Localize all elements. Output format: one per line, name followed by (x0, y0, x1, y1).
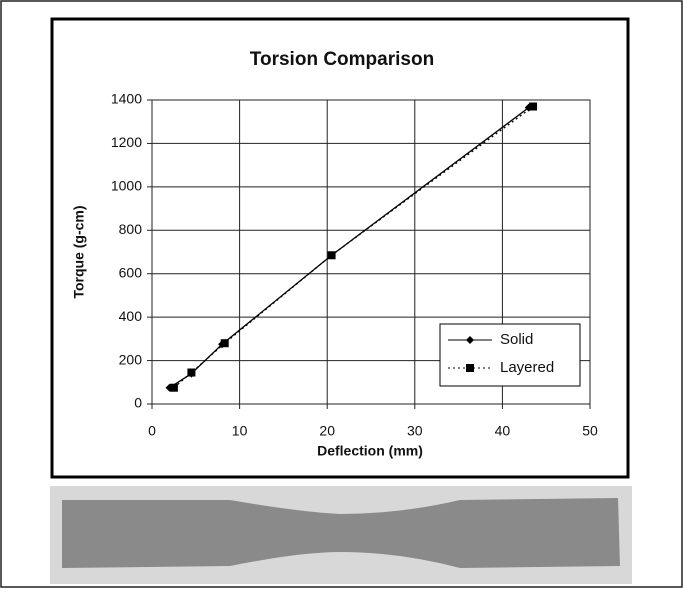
y-axis-label: Torque (g-cm) (71, 205, 87, 298)
marker (529, 102, 538, 111)
x-tick-label: 0 (148, 423, 156, 439)
y-tick-label: 800 (119, 221, 143, 237)
legend-marker (466, 336, 474, 344)
x-tick-label: 50 (582, 423, 598, 439)
x-tick-label: 40 (495, 423, 511, 439)
y-tick-label: 600 (119, 264, 143, 280)
x-tick-label: 10 (232, 423, 248, 439)
x-axis-label: Deflection (mm) (317, 443, 423, 459)
marker (220, 339, 229, 348)
y-tick-label: 0 (134, 395, 142, 411)
marker (169, 383, 178, 392)
legend-marker (466, 364, 474, 372)
y-tick-label: 400 (119, 308, 143, 324)
marker (187, 368, 196, 377)
chart-title: Torsion Comparison (250, 49, 434, 70)
series-line (173, 105, 534, 389)
y-tick-label: 1200 (111, 134, 142, 150)
y-tick-label: 200 (119, 351, 143, 367)
y-tick-label: 1000 (111, 178, 142, 194)
y-tick-label: 1400 (111, 91, 142, 107)
legend-label: Solid (500, 331, 533, 348)
specimen-photo (50, 486, 632, 584)
specimen (62, 498, 620, 568)
legend-label: Layered (500, 359, 554, 376)
marker (327, 251, 336, 260)
x-tick-label: 30 (407, 423, 423, 439)
legend-box (439, 323, 581, 387)
x-tick-label: 20 (319, 423, 335, 439)
